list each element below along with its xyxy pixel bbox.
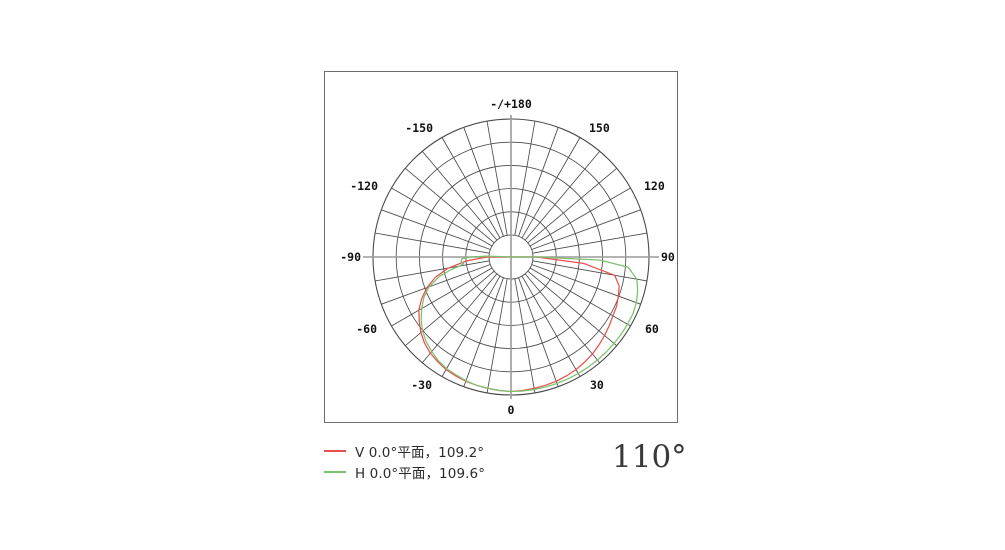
chart-legend: V 0.0°平面，109.2° H 0.0°平面，109.6° <box>324 440 584 482</box>
polar-angle-labels: 0 30 60 90 120 150 -/+180 -150 -120 -90 -60 -30 <box>340 97 675 417</box>
polar-curves <box>418 255 639 393</box>
polar-chart-frame: 0 30 60 90 120 150 -/+180 -150 -120 -90 -60 -30 <box>324 71 678 423</box>
angle-label-150: 150 <box>589 121 610 135</box>
beam-angle-annotation: 110° <box>612 439 687 475</box>
curve-h <box>420 255 639 393</box>
angle-label-60: 60 <box>645 322 659 336</box>
legend-swatch-v-icon <box>324 449 346 452</box>
angle-label-30: -30 <box>411 378 432 392</box>
angle-label-120: -120 <box>350 179 378 193</box>
angle-label-30: 30 <box>590 378 604 392</box>
angle-label-180: -/+180 <box>490 97 532 111</box>
legend-label-v: V 0.0°平面，109.2° <box>355 444 485 461</box>
angle-label-0: 0 <box>508 403 515 417</box>
legend-swatch-h-icon <box>324 470 346 473</box>
angle-label-60: -60 <box>356 322 377 336</box>
angle-label-120: 120 <box>644 179 665 193</box>
polar-chart-svg: 0 30 60 90 120 150 -/+180 -150 -120 -90 -60 -30 <box>340 97 675 417</box>
angle-label-90: -90 <box>340 250 361 264</box>
legend-item-v: V 0.0°平面，109.2° <box>324 440 584 461</box>
legend-label-h: H 0.0°平面，109.6° <box>355 465 486 482</box>
angle-label-150: -150 <box>405 121 433 135</box>
angle-label-90: 90 <box>661 250 675 264</box>
legend-item-h: H 0.0°平面，109.6° <box>324 461 584 482</box>
